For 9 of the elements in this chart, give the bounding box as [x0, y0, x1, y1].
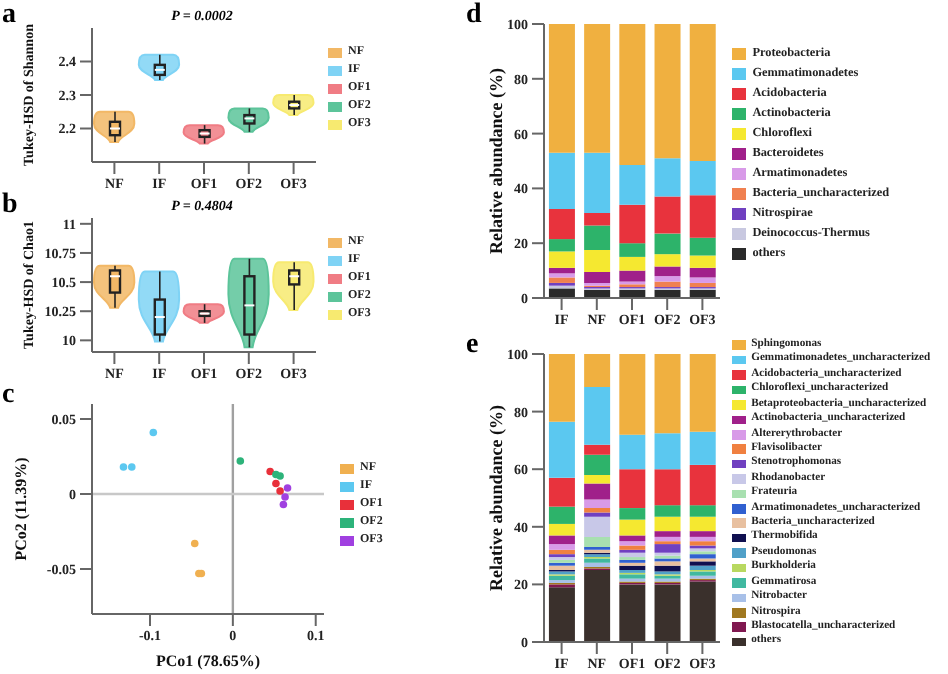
y-axis-title: Relative abundance (%): [486, 68, 507, 254]
x-axis-title: PCo1 (78.65%): [156, 652, 261, 670]
chart-title: b: [2, 190, 18, 222]
chart-title: c: [2, 380, 15, 412]
y-axis-title: Relative abundance (%): [486, 405, 507, 591]
chart-title: a: [2, 0, 16, 32]
chart-title: d: [466, 0, 482, 32]
chart-title: e: [466, 330, 479, 362]
y-axis-title: PCo2 (11.39%): [11, 456, 30, 561]
